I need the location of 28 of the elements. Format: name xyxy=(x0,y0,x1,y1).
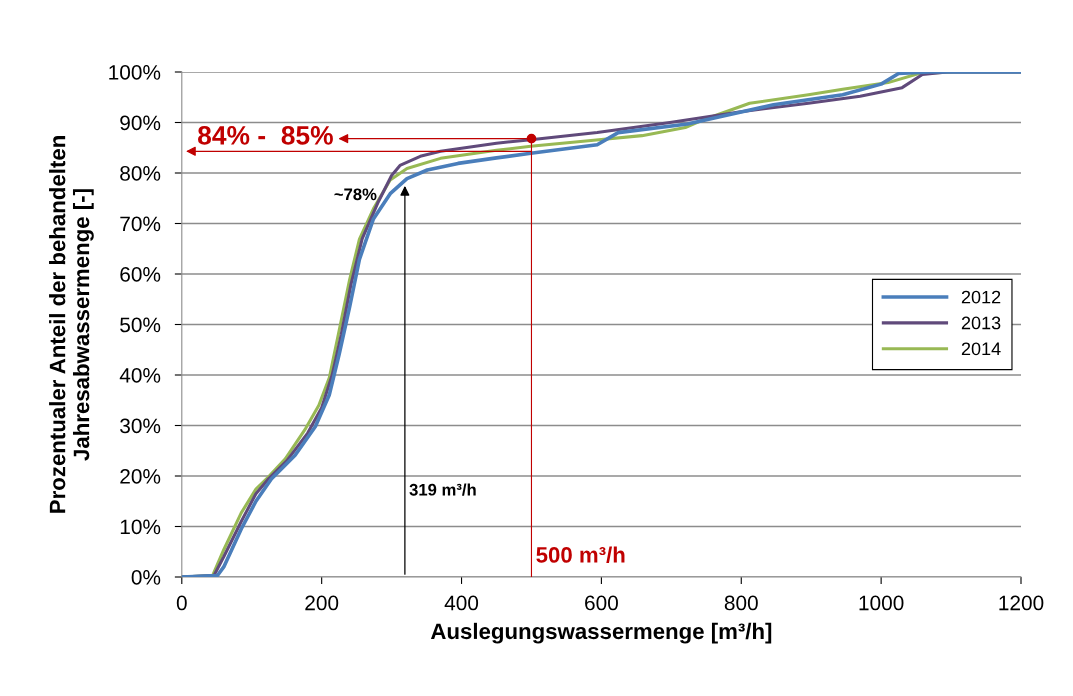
annotation: 319 m³/h xyxy=(409,483,476,496)
line-series xyxy=(181,72,1021,577)
legend-label: 2012 xyxy=(961,290,1001,304)
x-tick-label: 1200 xyxy=(999,595,1044,611)
x-axis-title: Auslegungswassermenge [m³/h] xyxy=(430,622,772,644)
y-tick-label: 50% xyxy=(120,317,161,333)
legend-label: 2013 xyxy=(961,316,1001,330)
y-tick-label: 100% xyxy=(109,65,161,80)
x-tick-label: 200 xyxy=(305,595,339,611)
annotation: ~78% xyxy=(334,188,377,201)
x-tick-label: 0 xyxy=(176,595,187,611)
y-tick-label: 0% xyxy=(131,570,161,585)
y-tick-label: 10% xyxy=(120,519,161,535)
y-tick-label: 90% xyxy=(120,115,161,131)
annotation: 84% - 85% xyxy=(198,126,333,145)
y-tick-label: 40% xyxy=(119,368,161,383)
y-axis-title: Prozentualer Anteil der behandelten Jahresabwassermenge [-] xyxy=(49,136,94,513)
x-tick-label: 1000 xyxy=(859,595,904,611)
legend-label: 2014 xyxy=(961,342,1001,356)
y-tick-label: 30% xyxy=(120,418,161,434)
x-tick-label: 800 xyxy=(724,595,758,611)
ref-line-label: 500 m³/h xyxy=(536,546,625,563)
x-tick-label: 400 xyxy=(444,595,479,611)
y-tick-label: 60% xyxy=(120,267,161,282)
y-tick-label: 80% xyxy=(120,166,161,181)
y-tick-label: 20% xyxy=(120,469,161,484)
x-tick-label: 600 xyxy=(585,595,618,611)
y-tick-label: 70% xyxy=(120,216,161,232)
